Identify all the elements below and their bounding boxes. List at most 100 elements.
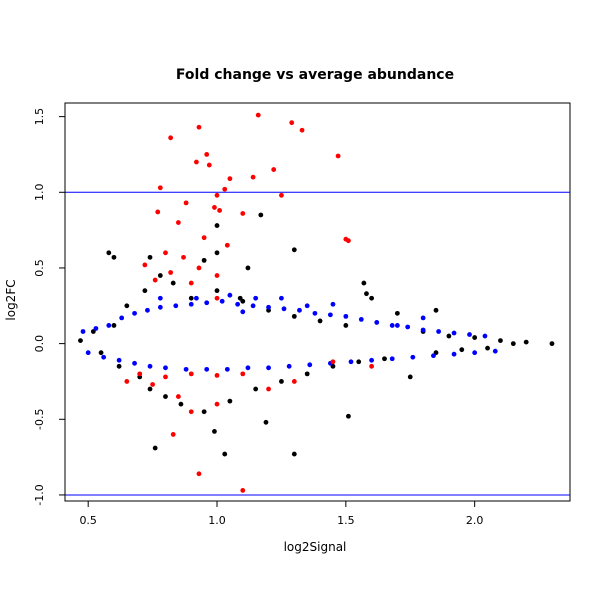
- data-point: [214, 288, 220, 294]
- x-axis: 0.5 1.0 1.5 2.0: [79, 500, 483, 527]
- data-point: [253, 295, 259, 301]
- data-point: [204, 152, 210, 157]
- data-point: [214, 401, 220, 407]
- data-point: [304, 303, 310, 309]
- data-point: [410, 354, 416, 360]
- data-point: [217, 208, 222, 213]
- data-point: [206, 162, 212, 168]
- data-point: [214, 223, 220, 228]
- data-point: [459, 347, 465, 353]
- data-point: [227, 176, 233, 182]
- data-point: [142, 288, 148, 294]
- data-point: [364, 291, 369, 297]
- chart-title: Fold change vs average abundance: [176, 67, 454, 83]
- data-point: [183, 200, 189, 206]
- data-point: [498, 338, 503, 343]
- data-point: [201, 257, 207, 263]
- data-point: [361, 280, 367, 286]
- data-point: [446, 333, 452, 339]
- y-tick-label: -1.0: [33, 484, 46, 505]
- data-point: [356, 359, 362, 365]
- data-point: [467, 332, 472, 337]
- data-point: [271, 167, 277, 172]
- data-point: [250, 303, 256, 309]
- data-point: [175, 394, 181, 399]
- y-axis-label: log2FC: [4, 279, 18, 320]
- data-point: [201, 409, 207, 415]
- x-tick-label: 0.5: [79, 514, 97, 527]
- y-tick-label: -0.5: [33, 409, 46, 430]
- data-point: [299, 127, 305, 133]
- data-point: [214, 250, 220, 256]
- data-point: [291, 379, 297, 384]
- data-point: [85, 350, 91, 356]
- data-point: [279, 192, 284, 198]
- data-point: [196, 471, 202, 477]
- data-point: [291, 313, 297, 319]
- data-point: [116, 357, 122, 363]
- data-point: [78, 338, 83, 343]
- data-point: [253, 386, 259, 392]
- data-point: [132, 310, 137, 316]
- data-point: [163, 250, 168, 256]
- data-point: [266, 304, 271, 310]
- data-point: [119, 315, 125, 321]
- data-point: [382, 356, 387, 362]
- data-point: [188, 371, 194, 377]
- data-point: [150, 382, 156, 387]
- data-point: [178, 401, 184, 407]
- data-point: [163, 365, 168, 371]
- data-point: [240, 211, 246, 216]
- data-point: [420, 327, 426, 333]
- data-point: [240, 371, 246, 377]
- data-point: [194, 159, 199, 165]
- data-point: [374, 320, 380, 325]
- data-point: [482, 333, 488, 339]
- reference-lines: [65, 191, 570, 496]
- data-point: [170, 280, 176, 286]
- data-point: [348, 359, 354, 365]
- data-point: [523, 339, 529, 345]
- data-point: [222, 451, 228, 457]
- data-point: [219, 298, 225, 304]
- data-point: [106, 250, 112, 256]
- data-point: [183, 366, 189, 372]
- data-point: [389, 323, 395, 328]
- data-point: [212, 205, 217, 210]
- data-point: [237, 295, 243, 301]
- data-point: [240, 309, 246, 315]
- data-point: [266, 365, 271, 371]
- data-point: [297, 307, 302, 313]
- data-point: [188, 280, 194, 286]
- data-point: [224, 242, 230, 248]
- data-point: [145, 307, 150, 313]
- data-point: [250, 174, 256, 180]
- data-point: [307, 362, 313, 368]
- data-point: [472, 350, 478, 356]
- data-point: [330, 359, 336, 365]
- data-point: [157, 185, 163, 191]
- data-point: [188, 301, 194, 307]
- data-point: [289, 120, 295, 126]
- data-point: [227, 398, 233, 404]
- data-point: [196, 265, 202, 271]
- y-tick-label: 0.5: [33, 259, 46, 277]
- data-point: [394, 323, 400, 328]
- data-point: [168, 135, 174, 141]
- data-point: [346, 238, 351, 244]
- x-tick-label: 1.0: [208, 514, 226, 527]
- data-point: [281, 306, 287, 312]
- data-point: [214, 295, 220, 301]
- x-axis-label: log2Signal: [284, 540, 347, 554]
- data-point: [111, 323, 117, 328]
- data-point: [194, 295, 199, 301]
- data-point: [407, 374, 413, 380]
- data-point: [330, 301, 336, 307]
- data-point: [168, 270, 174, 275]
- data-point: [214, 192, 220, 198]
- data-point: [433, 307, 439, 313]
- data-point: [152, 445, 158, 451]
- data-point: [188, 409, 194, 415]
- data-points: [78, 112, 555, 493]
